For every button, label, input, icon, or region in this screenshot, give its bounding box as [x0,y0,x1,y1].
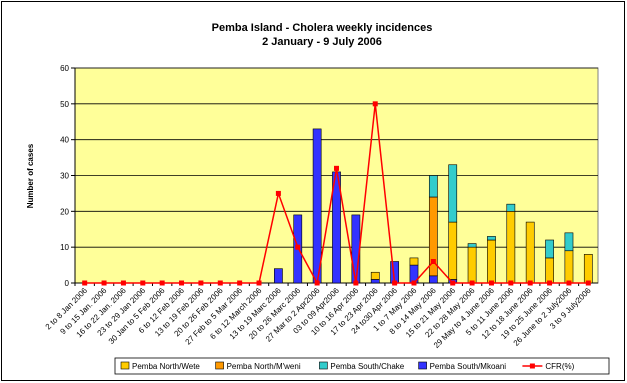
cfr-point [547,280,553,286]
cfr-point [527,280,533,286]
legend-label-pemba-south-chake: Pemba South/Chake [330,362,404,371]
cfr-point [585,280,591,286]
bar-pemba-south-chake [428,175,438,198]
cfr-point [392,280,398,286]
y-tick-label: 30 [60,172,69,181]
cfr-point [198,280,204,286]
bar-pemba-north-wete [448,221,458,280]
y-tick-label: 10 [60,243,69,252]
legend-swatch-pemba-south-chake [319,361,328,370]
cfr-point [120,280,126,286]
cfr-point [372,101,378,107]
bar-pemba-north-wete [564,250,574,284]
cfr-point [295,244,301,250]
bar-pemba-south-chake [545,239,554,259]
y-tick-label: 0 [65,279,70,288]
bar-pemba-north-wete [409,257,419,266]
cfr-point [450,280,456,286]
legend-label-cfr-: CFR(%) [545,362,574,371]
cfr-point [140,280,146,286]
bar-pemba-north-wete [545,257,554,284]
cfr-point [508,280,514,286]
bar-pemba-south-chake [564,232,574,252]
cfr-point [82,280,88,286]
bar-pemba-south-mkoani [370,279,380,284]
cfr-point [159,280,165,286]
cfr-point [217,280,223,286]
y-tick-label: 20 [60,207,69,216]
legend: Pemba North/Wete Pemba North/M'weni Pemba … [114,357,610,375]
bar-pemba-north-wete [467,246,477,284]
bar-pemba-south-chake [487,236,496,241]
y-tick-label: 40 [60,136,69,145]
legend-label-pemba-north-wete: Pemba North/Wete [132,362,200,371]
bar-pemba-south-mkoani [312,128,322,284]
y-tick-label: 60 [60,64,69,73]
bar-pemba-south-mkoani [351,214,361,284]
legend-box [114,357,610,375]
bar-pemba-north-wete [370,271,380,280]
y-tick-label: 50 [60,100,69,109]
legend-label-pemba-south-mkoani: Pemba South/Mkoani [430,362,507,371]
cfr-point [334,165,339,171]
legend-marker-cfr- [529,363,535,369]
chart-title: Pemba Island - Cholera weekly incidences [212,22,433,34]
cfr-point [469,280,475,286]
cfr-point [566,280,572,286]
legend-swatch-pemba-north-m-weni [215,361,224,370]
cfr-point [275,190,281,196]
cfr-point [430,259,436,264]
cfr-point [256,280,262,286]
bar-pemba-south-mkoani [428,275,438,284]
chart-subtitle: 2 January - 9 July 2006 [262,36,382,48]
bar-pemba-south-chake [448,164,458,223]
legend-swatch-pemba-south-mkoani [418,361,427,370]
bar-pemba-south-mkoani [274,268,283,284]
cfr-point [411,280,417,286]
cfr-point [237,280,243,286]
bar-pemba-south-chake [467,243,477,248]
cfr-point [179,280,185,286]
cfr-point [353,280,359,286]
legend-swatch-pemba-north-wete [120,361,130,370]
cfr-point [101,280,107,286]
cfr-point [488,280,494,286]
legend-label-pemba-north-m-weni: Pemba North/M'weni [227,362,301,371]
bar-pemba-north-wete [583,254,593,284]
bar-pemba-north-wete [487,239,496,284]
y-axis-label: Number of cases [26,143,35,208]
cfr-point [314,280,320,286]
bar-pemba-north-wete [525,221,535,284]
bar-pemba-north-wete [506,211,516,284]
bar-pemba-south-chake [506,203,516,212]
